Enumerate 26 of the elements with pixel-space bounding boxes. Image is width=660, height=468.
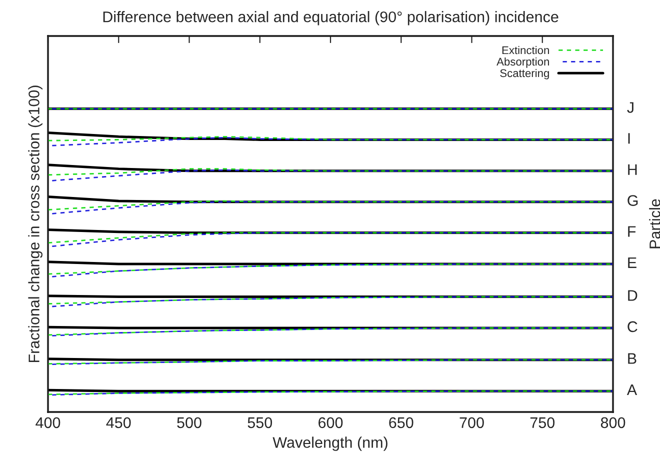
x-tick-label: 700 xyxy=(460,417,484,428)
chart-title: Difference between axial and equatorial (90° polarisation) incidence xyxy=(103,11,558,26)
legend-label: Extinction xyxy=(502,46,549,54)
text: I xyxy=(628,133,630,144)
text: H xyxy=(628,164,637,175)
legend-label: Scattering xyxy=(500,68,549,80)
text: F xyxy=(628,226,636,237)
text: J xyxy=(627,102,634,113)
text: C xyxy=(628,321,638,332)
text: A xyxy=(626,384,638,396)
x-tick-label: 800 xyxy=(600,417,626,428)
text: B xyxy=(628,353,636,364)
x-axis-title: Wavelength (nm) xyxy=(272,436,388,451)
y-axis-title: Fractional change in cross section (x100) xyxy=(28,86,42,362)
text: E xyxy=(628,257,636,268)
legend-label: Absorption xyxy=(496,57,549,68)
x-tick-label: 400 xyxy=(36,417,60,428)
y2-axis-title: Particle xyxy=(649,199,660,248)
x-tick-label: 500 xyxy=(177,417,202,428)
x-tick-label: 600 xyxy=(318,417,343,428)
text: G xyxy=(628,195,638,206)
x-tick-label: 650 xyxy=(389,417,414,428)
x-tick-label: 550 xyxy=(248,417,272,428)
x-tick-label: 750 xyxy=(530,417,555,428)
text: D xyxy=(628,290,638,301)
x-tick-label: 450 xyxy=(106,417,131,428)
